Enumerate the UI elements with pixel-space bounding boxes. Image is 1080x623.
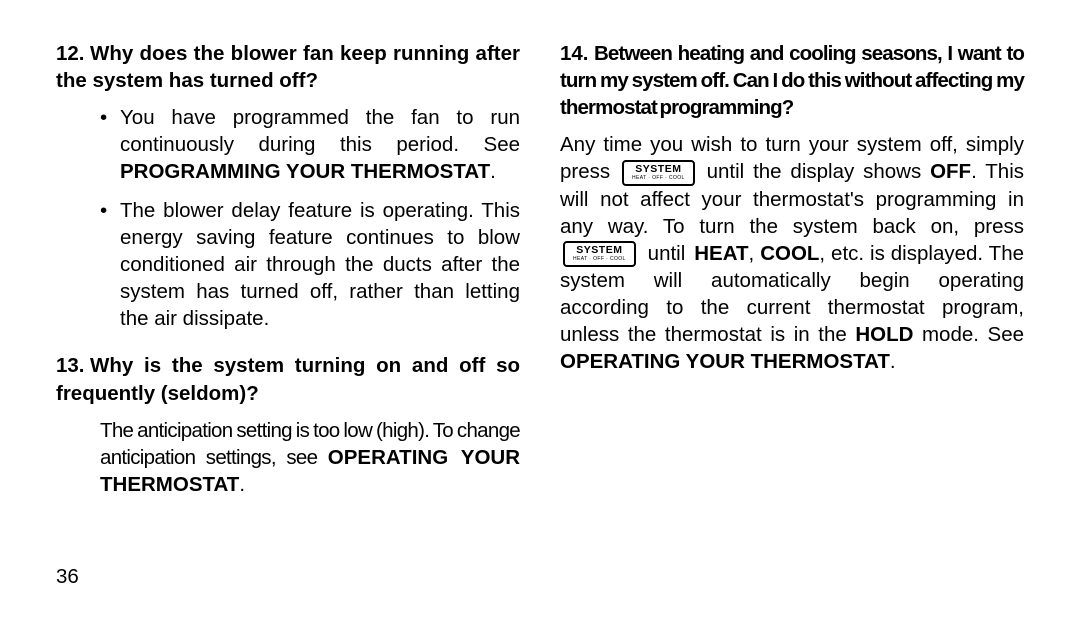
faq13-answer: The anticipation setting is too low (hig… bbox=[100, 417, 520, 498]
faq14-a4: until bbox=[639, 242, 695, 265]
faq14-cool: COOL bbox=[760, 242, 819, 265]
faq14-a8: . bbox=[890, 350, 896, 373]
faq12-bullet-1: • You have programmed the fan to run con… bbox=[100, 104, 520, 185]
faq-question-text-12: Why does the blower fan keep running aft… bbox=[56, 42, 520, 92]
right-column: 14.Between heating and cooling seasons, … bbox=[560, 40, 1024, 518]
left-column: 12.Why does the blower fan keep running … bbox=[56, 40, 520, 518]
faq12-b1-post: . bbox=[490, 160, 496, 183]
system-button-line2: HEAT · OFF · COOL bbox=[632, 176, 685, 181]
faq12-bullet2-text: The blower delay feature is operating. T… bbox=[120, 197, 520, 332]
two-column-layout: 12.Why does the blower fan keep running … bbox=[56, 40, 1024, 518]
faq14-hold: HOLD bbox=[855, 323, 913, 346]
faq-number-13: 13. bbox=[56, 352, 90, 379]
system-button-icon: SYSTEMHEAT · OFF · COOL bbox=[563, 241, 636, 267]
faq12-bullet-2: • The blower delay feature is operating.… bbox=[100, 197, 520, 332]
faq-item-13: 13.Why is the system turning on and off … bbox=[56, 352, 520, 497]
system-button-line1: SYSTEM bbox=[573, 245, 626, 256]
faq14-heat: HEAT bbox=[694, 242, 748, 265]
faq13-post: . bbox=[239, 473, 245, 496]
faq12-bullet1-text: You have programmed the fan to run conti… bbox=[120, 104, 520, 185]
faq14-a2: until the display shows bbox=[698, 160, 930, 183]
faq-item-12: 12.Why does the blower fan keep running … bbox=[56, 40, 520, 332]
faq-item-14: 14.Between heating and cooling seasons, … bbox=[560, 40, 1024, 375]
faq14-a5: , bbox=[749, 242, 761, 265]
system-button-icon: SYSTEMHEAT · OFF · COOL bbox=[622, 160, 695, 186]
faq14-op: OPERATING YOUR THERMOSTAT bbox=[560, 350, 890, 373]
faq12-b1-bold: PROGRAMMING YOUR THERMOSTAT bbox=[120, 160, 490, 183]
manual-page: 12.Why does the blower fan keep running … bbox=[0, 0, 1080, 623]
faq14-a7: mode. See bbox=[913, 323, 1024, 346]
faq-question-text-14: Between heating and cooling seasons, I w… bbox=[560, 42, 1024, 119]
faq-number-12: 12. bbox=[56, 40, 90, 67]
faq-question-12: 12.Why does the blower fan keep running … bbox=[56, 40, 520, 94]
faq-number-14: 14. bbox=[560, 40, 594, 67]
faq-question-text-13: Why is the system turning on and off so … bbox=[56, 354, 520, 404]
bullet-dot: • bbox=[100, 197, 120, 332]
faq14-answer: Any time you wish to turn your system of… bbox=[560, 131, 1024, 375]
bullet-dot: • bbox=[100, 104, 120, 185]
page-number: 36 bbox=[56, 565, 79, 589]
faq-question-14: 14.Between heating and cooling seasons, … bbox=[560, 40, 1024, 121]
system-button-line1: SYSTEM bbox=[632, 164, 685, 175]
faq12-b1-pre: You have programmed the fan to run conti… bbox=[120, 106, 520, 156]
faq-question-13: 13.Why is the system turning on and off … bbox=[56, 352, 520, 406]
system-button-line2: HEAT · OFF · COOL bbox=[573, 257, 626, 262]
faq14-off: OFF bbox=[930, 160, 971, 183]
